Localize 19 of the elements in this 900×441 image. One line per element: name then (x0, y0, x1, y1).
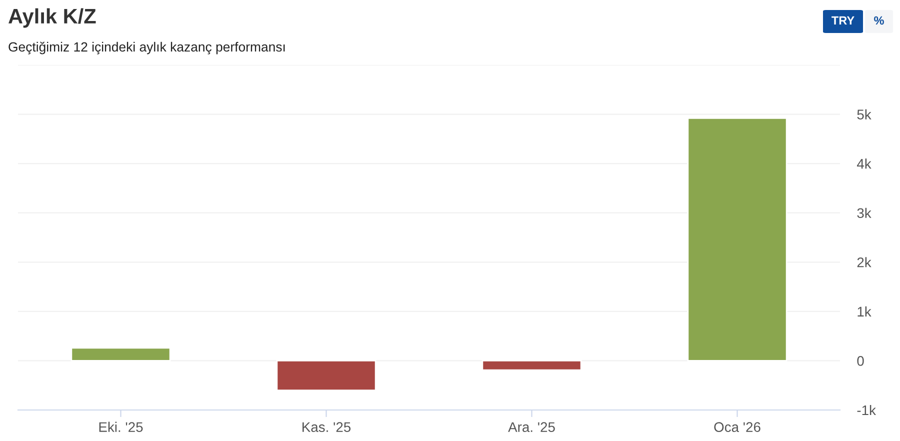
y-tick-label: -1k (857, 404, 876, 416)
y-tick-label: 5k (857, 109, 872, 120)
y-tick-label: 1k (858, 306, 872, 316)
y-tick-label: 4k (856, 158, 872, 169)
bar (482, 360, 582, 371)
chart-subtitle: Geçtiğimiz 12 içindeki aylık kazanç performansı (8, 42, 285, 54)
y-tick-label: 2k (857, 257, 872, 268)
chart-title: Aylık K/Z (8, 8, 96, 28)
x-tick-label: Eki. '25 (99, 422, 143, 432)
bar (687, 118, 788, 362)
y-tick-label: 0 (857, 356, 864, 366)
x-tick-label: Oca '26 (714, 422, 760, 432)
x-tick-label: Ara. '25 (508, 422, 555, 432)
bar (276, 360, 376, 391)
bar (70, 347, 171, 362)
text: % (874, 16, 884, 25)
x-tick-label: Kas. '25 (302, 422, 351, 432)
text: TRY (832, 16, 854, 25)
y-tick-label: 3k (857, 208, 872, 218)
